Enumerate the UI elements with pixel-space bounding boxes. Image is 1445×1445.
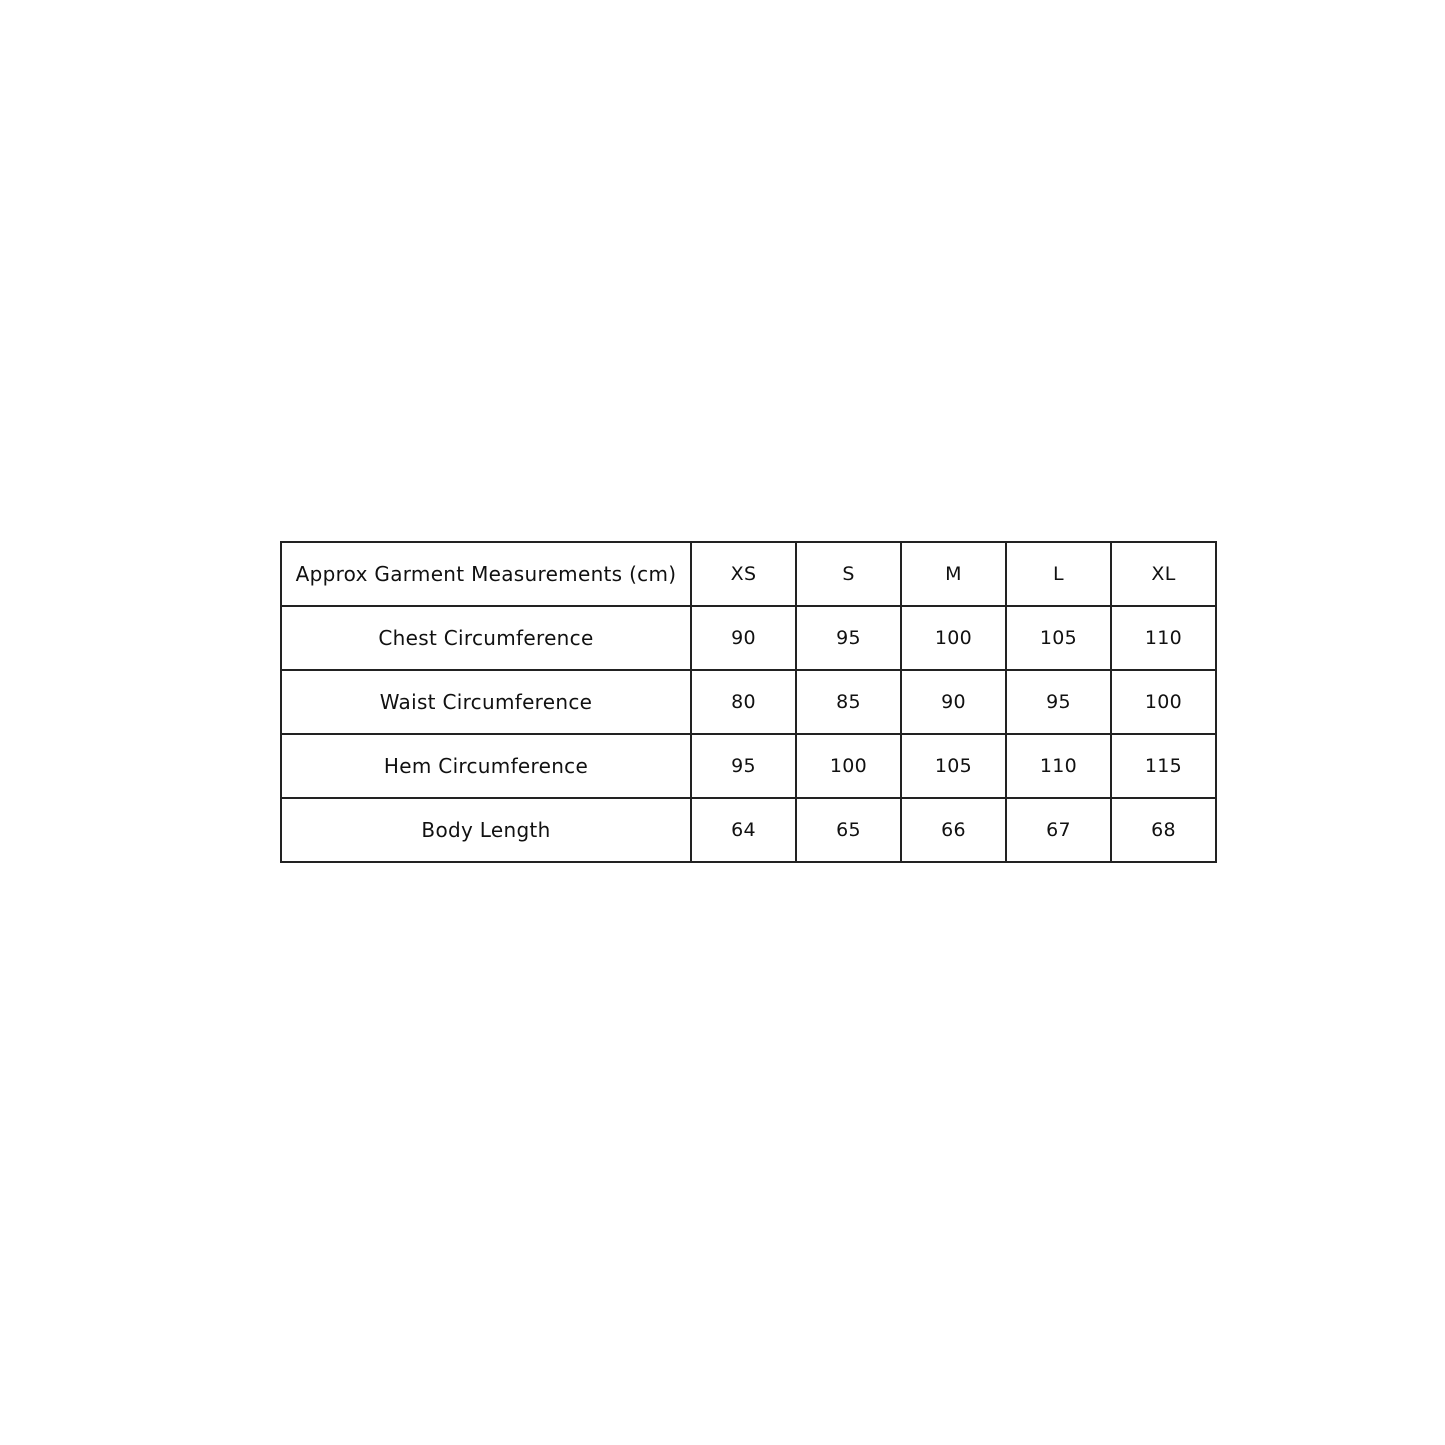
measurement-value: 95: [1005, 669, 1112, 735]
measurement-label: Hem Circumference: [280, 733, 692, 799]
measurement-label: Waist Circumference: [280, 669, 692, 735]
header-title: Approx Garment Measurements (cm): [280, 541, 692, 607]
measurement-value: 110: [1005, 733, 1112, 799]
measurement-value: 105: [1005, 605, 1112, 671]
measurement-value: 80: [690, 669, 797, 735]
measurement-value: 65: [795, 797, 902, 863]
size-header: L: [1005, 541, 1112, 607]
size-header: S: [795, 541, 902, 607]
measurement-value: 105: [900, 733, 1007, 799]
measurement-value: 115: [1110, 733, 1217, 799]
measurement-label: Chest Circumference: [280, 605, 692, 671]
measurement-value: 110: [1110, 605, 1217, 671]
measurement-value: 100: [900, 605, 1007, 671]
measurement-value: 100: [795, 733, 902, 799]
size-header: XS: [690, 541, 797, 607]
size-chart-table: Approx Garment Measurements (cm) XS S M L XL C…: [280, 541, 1217, 863]
measurement-value: 68: [1110, 797, 1217, 863]
measurement-value: 66: [900, 797, 1007, 863]
table-row: Body Length 64 65 66 67 68: [280, 797, 1217, 863]
table-row: Chest Circumference 90 95 100 105 110: [280, 605, 1217, 671]
measurement-value: 67: [1005, 797, 1112, 863]
measurement-value: 90: [900, 669, 1007, 735]
header-row: Approx Garment Measurements (cm) XS S M L XL: [280, 541, 1217, 607]
measurement-value: 95: [795, 605, 902, 671]
table-row: Hem Circumference 95 100 105 110 115: [280, 733, 1217, 799]
measurement-value: 64: [690, 797, 797, 863]
measurement-value: 90: [690, 605, 797, 671]
size-header: XL: [1110, 541, 1217, 607]
measurement-value: 100: [1110, 669, 1217, 735]
measurement-label: Body Length: [280, 797, 692, 863]
measurement-value: 85: [795, 669, 902, 735]
measurement-value: 95: [690, 733, 797, 799]
table-row: Waist Circumference 80 85 90 95 100: [280, 669, 1217, 735]
size-header: M: [900, 541, 1007, 607]
